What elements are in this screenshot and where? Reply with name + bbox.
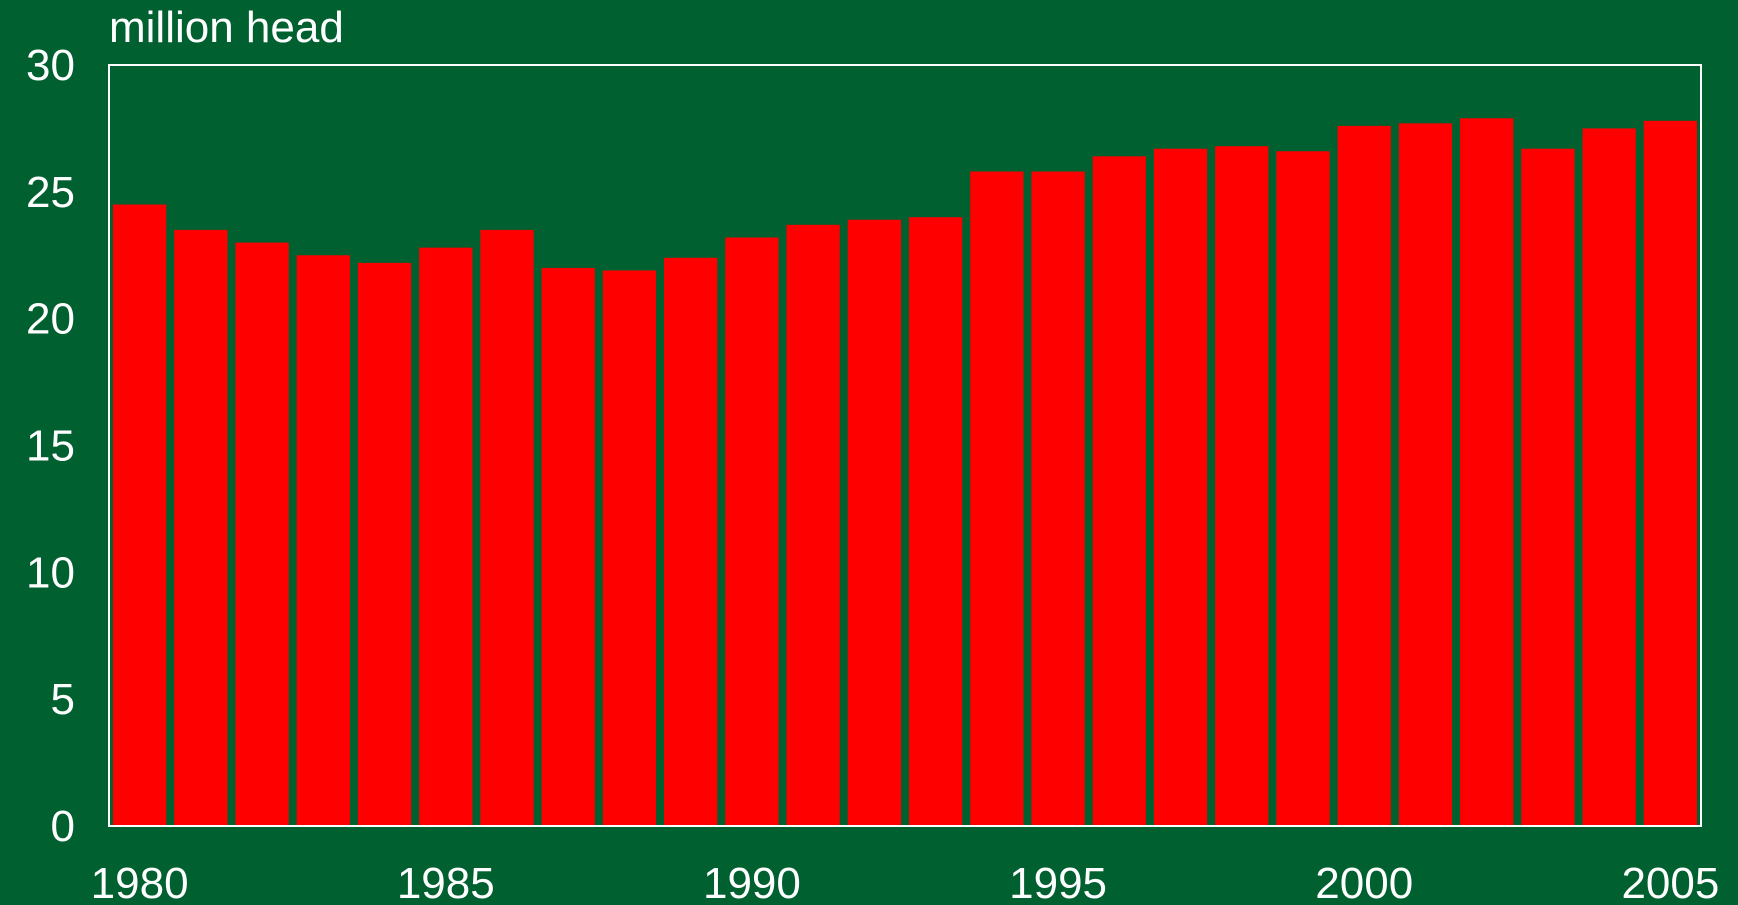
y-tick-label: 10 xyxy=(26,548,75,597)
bar xyxy=(1092,156,1146,826)
bar xyxy=(541,267,595,826)
y-tick-label: 5 xyxy=(51,675,75,724)
y-tick-label: 15 xyxy=(26,422,75,471)
bar xyxy=(1521,148,1575,826)
x-tick-label: 1985 xyxy=(397,859,495,905)
x-tick-label: 1995 xyxy=(1009,859,1107,905)
bar xyxy=(357,262,412,826)
plot-border xyxy=(108,64,1702,827)
bar xyxy=(174,229,228,827)
bar xyxy=(235,242,289,827)
bar xyxy=(1276,151,1330,826)
bar xyxy=(1031,171,1085,827)
y-axis-label: million head xyxy=(109,3,344,52)
x-tick-label: 2005 xyxy=(1621,859,1719,905)
bar xyxy=(908,217,963,826)
y-tick-label: 30 xyxy=(26,41,75,90)
x-tick-label: 1990 xyxy=(703,859,801,905)
bar xyxy=(664,257,718,827)
x-tick-label: 2000 xyxy=(1315,859,1413,905)
bar xyxy=(1337,125,1391,826)
y-tick-label: 25 xyxy=(26,168,75,217)
bar xyxy=(296,255,350,826)
y-tick-label: 0 xyxy=(51,802,75,851)
bar xyxy=(847,219,902,826)
bar xyxy=(480,229,534,827)
bar xyxy=(970,171,1024,827)
y-tick-label: 20 xyxy=(26,295,75,344)
bar xyxy=(1582,128,1636,826)
bar xyxy=(1398,123,1453,827)
bar xyxy=(725,237,779,826)
bar xyxy=(1153,148,1208,826)
bar xyxy=(1460,118,1514,826)
bar xyxy=(786,224,840,826)
bar xyxy=(112,204,167,826)
bar xyxy=(1215,146,1269,826)
x-tick-label: 1980 xyxy=(91,859,189,905)
bar xyxy=(602,270,657,827)
bar xyxy=(419,247,473,826)
bar xyxy=(1643,120,1698,827)
